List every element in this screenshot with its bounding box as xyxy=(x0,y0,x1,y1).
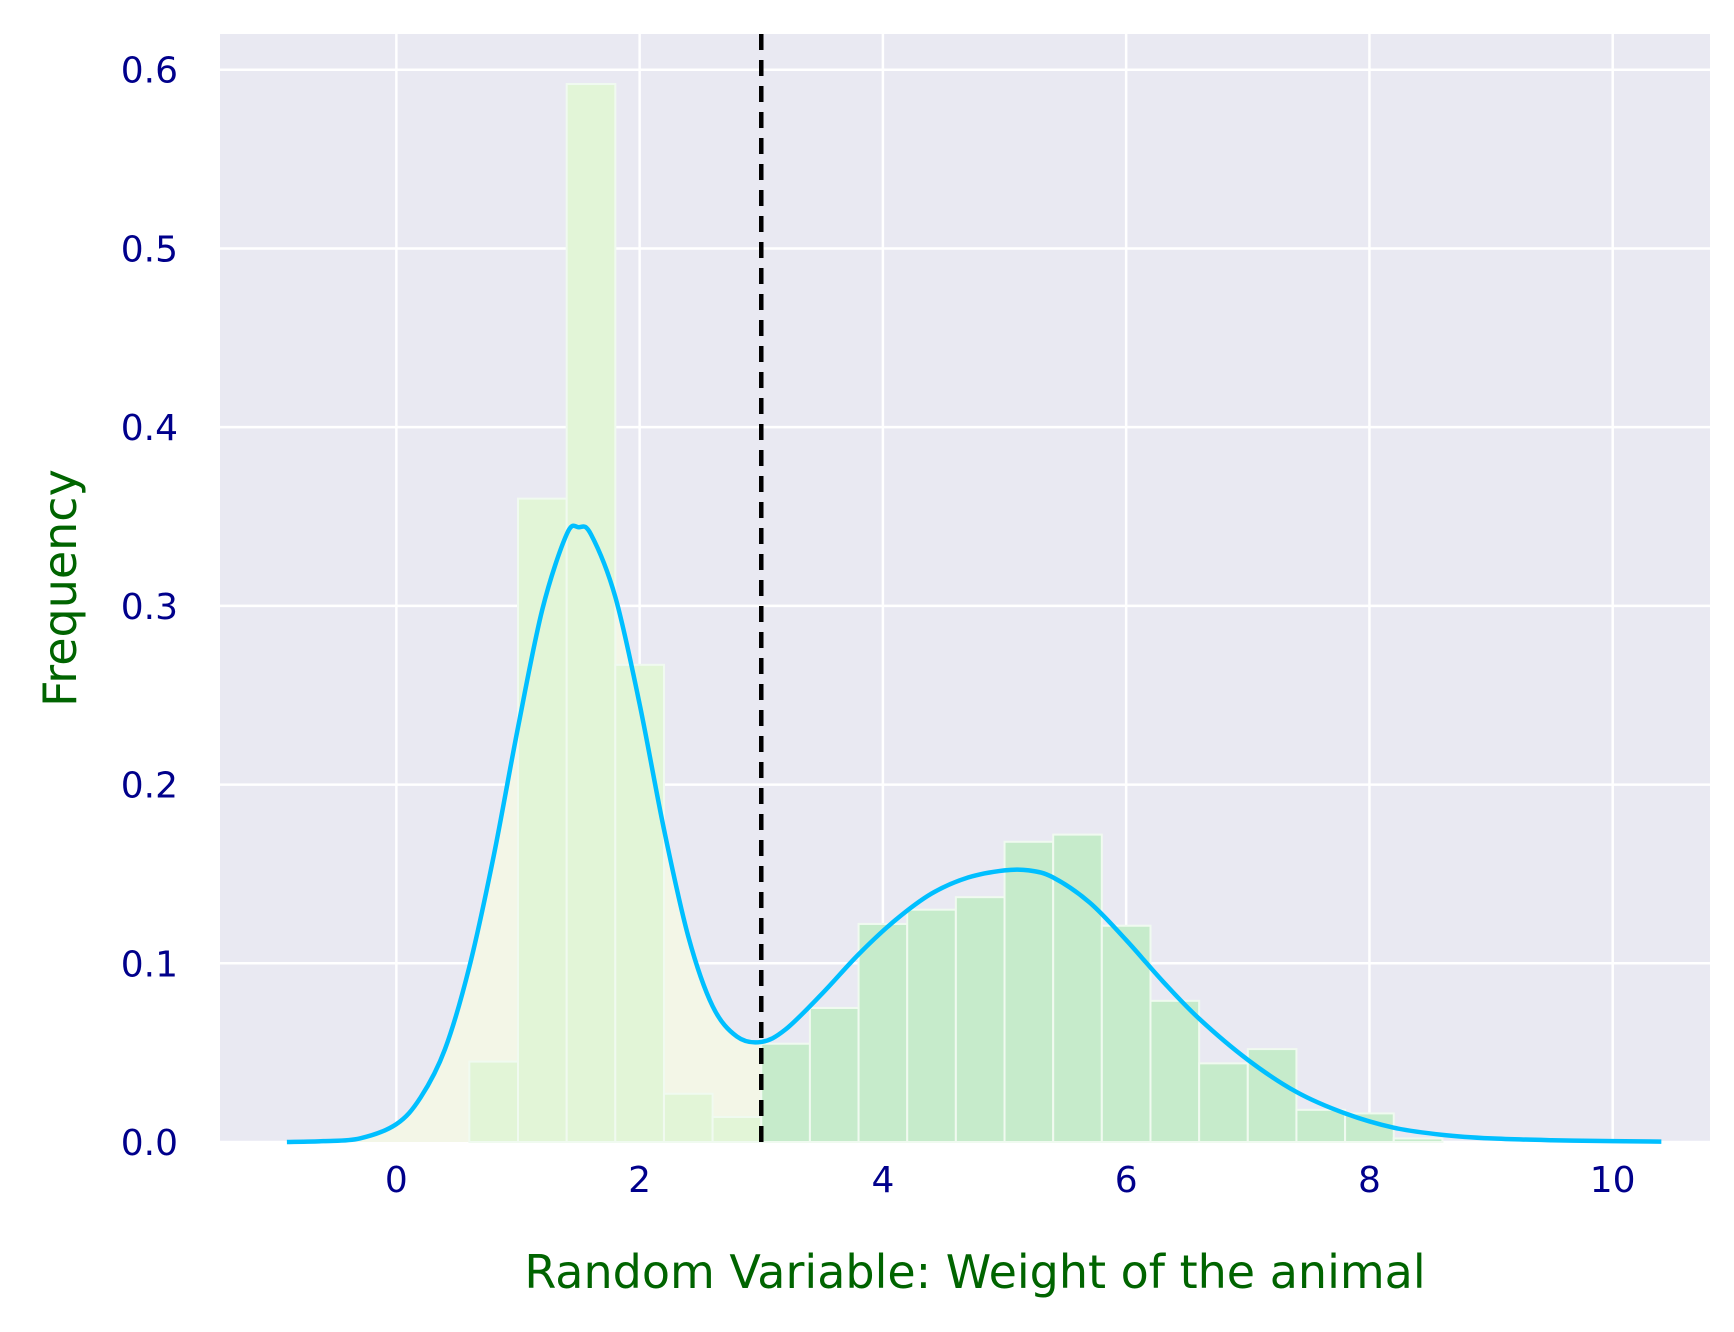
histogram-bar xyxy=(1198,1062,1249,1144)
histogram-bar xyxy=(1295,1108,1347,1144)
histogram-bar xyxy=(565,83,617,1144)
y-tick-label: 0.5 xyxy=(121,229,178,270)
histogram-bar xyxy=(1100,924,1152,1143)
histogram-bar xyxy=(1392,1137,1444,1143)
histogram-bar xyxy=(760,1042,811,1144)
x-tick-label: 10 xyxy=(1590,1160,1636,1201)
histogram-bar xyxy=(1003,840,1055,1144)
y-tick-label: 0.1 xyxy=(121,944,178,985)
x-axis-label: Random Variable: Weight of the animal xyxy=(524,1245,1425,1299)
histogram-bar xyxy=(808,1006,860,1143)
x-tick-label: 4 xyxy=(871,1160,894,1201)
histogram-bar xyxy=(711,1115,763,1143)
kde-curve xyxy=(286,523,1662,1145)
x-tick-label: 8 xyxy=(1358,1160,1381,1201)
x-tick-label: 6 xyxy=(1115,1160,1138,1201)
y-tick-label: 0.0 xyxy=(121,1123,178,1164)
y-axis-label: Frequency xyxy=(33,469,87,707)
histogram-bar xyxy=(517,497,568,1144)
x-tick-label: 2 xyxy=(628,1160,651,1201)
y-tick-label: 0.6 xyxy=(121,51,178,92)
y-tick-label: 0.4 xyxy=(121,408,178,449)
y-tick-label: 0.3 xyxy=(121,587,178,628)
kde-curve-group xyxy=(286,523,1662,1145)
histogram-bar xyxy=(468,1060,519,1144)
y-tick-labels: 0.0 0.1 0.2 0.3 0.4 0.5 0.6 xyxy=(121,51,178,1164)
histogram-bar xyxy=(954,896,1006,1143)
histogram-bar xyxy=(857,922,909,1143)
histogram-bar xyxy=(906,908,957,1144)
y-tick-label: 0.2 xyxy=(121,766,178,807)
histogram-bar xyxy=(1052,833,1103,1144)
histogram-bar xyxy=(614,663,665,1143)
histogram-bar xyxy=(662,1092,714,1144)
histogram-bars xyxy=(468,83,1444,1144)
x-tick-label: 0 xyxy=(385,1160,408,1201)
x-tick-labels: 0 2 4 6 8 10 xyxy=(385,1160,1636,1201)
histogram-bar xyxy=(1149,999,1201,1143)
